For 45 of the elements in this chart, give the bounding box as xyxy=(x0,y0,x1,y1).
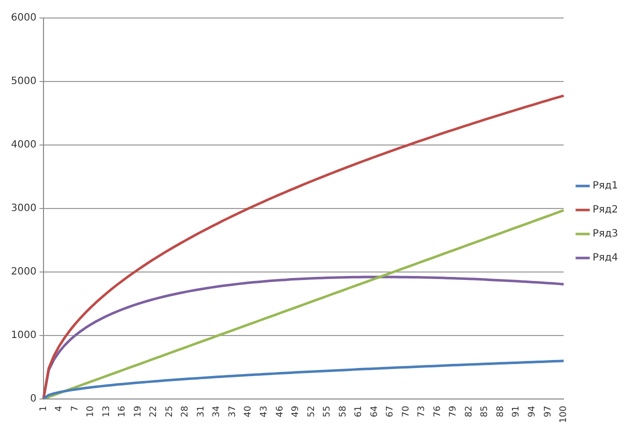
x-tick-label: 58 xyxy=(338,406,348,418)
x-tick-label: 31 xyxy=(196,406,206,418)
x-tick-label: 55 xyxy=(322,406,333,418)
x-tick-label: 25 xyxy=(164,406,175,418)
x-tick-label: 46 xyxy=(275,406,286,418)
x-tick-label: 10 xyxy=(86,406,96,418)
x-tick-label: 85 xyxy=(480,406,490,418)
x-tick-label: 34 xyxy=(212,406,222,418)
y-tick-label: 5000 xyxy=(10,76,36,88)
x-tick-label: 76 xyxy=(432,406,443,418)
x-tick-label: 37 xyxy=(228,406,238,418)
legend-label: Ряд4 xyxy=(592,252,618,264)
x-tick-label: 79 xyxy=(448,406,459,418)
x-tick-label: 70 xyxy=(401,406,412,418)
y-tick-label: 0 xyxy=(30,393,36,404)
x-tick-label: 22 xyxy=(149,406,160,418)
x-tick-label: 7 xyxy=(70,406,80,412)
x-tick-label: 13 xyxy=(102,406,112,418)
x-tick-label: 19 xyxy=(133,406,144,418)
x-tick-label: 82 xyxy=(464,406,474,418)
x-tick-label: 28 xyxy=(180,406,191,418)
x-tick-label: 94 xyxy=(527,406,538,418)
x-tick-label: 49 xyxy=(291,406,302,418)
x-tick-label: 1 xyxy=(38,406,49,412)
legend-label: Ряд2 xyxy=(592,204,618,216)
x-tick-label: 100 xyxy=(559,406,570,424)
x-tick-label: 88 xyxy=(496,406,506,418)
x-tick-label: 61 xyxy=(354,406,364,418)
x-tick-label: 73 xyxy=(417,406,428,418)
x-tick-label: 43 xyxy=(259,406,270,418)
x-tick-label: 67 xyxy=(386,406,396,418)
x-tick-label: 64 xyxy=(370,406,380,418)
x-tick-label: 40 xyxy=(244,406,254,418)
legend-label: Ряд1 xyxy=(592,180,618,192)
y-tick-label: 3000 xyxy=(10,203,36,214)
y-tick-label: 1000 xyxy=(10,330,36,341)
y-tick-label: 2000 xyxy=(10,266,36,278)
x-tick-label: 4 xyxy=(54,406,65,412)
x-tick-label: 52 xyxy=(306,406,317,418)
y-tick-label: 4000 xyxy=(10,140,36,151)
x-tick-label: 16 xyxy=(118,406,128,418)
x-tick-label: 97 xyxy=(543,406,554,418)
y-tick-label: 6000 xyxy=(10,12,36,24)
x-tick-label: 91 xyxy=(512,406,522,418)
legend-label: Ряд3 xyxy=(592,228,618,240)
